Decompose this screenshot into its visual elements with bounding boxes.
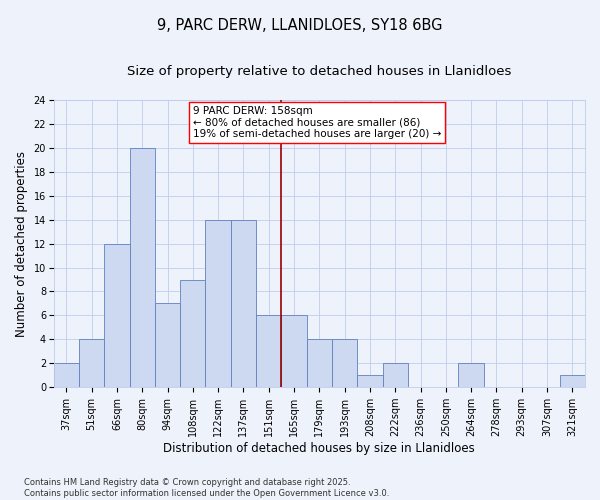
Bar: [332, 340, 357, 387]
Bar: [383, 364, 408, 387]
Text: Contains HM Land Registry data © Crown copyright and database right 2025.
Contai: Contains HM Land Registry data © Crown c…: [24, 478, 389, 498]
Title: Size of property relative to detached houses in Llanidloes: Size of property relative to detached ho…: [127, 65, 512, 78]
Text: 9, PARC DERW, LLANIDLOES, SY18 6BG: 9, PARC DERW, LLANIDLOES, SY18 6BG: [157, 18, 443, 32]
Bar: [180, 280, 205, 387]
Bar: [256, 316, 281, 387]
Bar: [53, 364, 79, 387]
Bar: [205, 220, 231, 387]
Bar: [231, 220, 256, 387]
Y-axis label: Number of detached properties: Number of detached properties: [15, 150, 28, 336]
Bar: [307, 340, 332, 387]
X-axis label: Distribution of detached houses by size in Llanidloes: Distribution of detached houses by size …: [163, 442, 475, 455]
Bar: [357, 376, 383, 387]
Bar: [458, 364, 484, 387]
Bar: [281, 316, 307, 387]
Bar: [155, 304, 180, 387]
Bar: [104, 244, 130, 387]
Bar: [130, 148, 155, 387]
Text: 9 PARC DERW: 158sqm
← 80% of detached houses are smaller (86)
19% of semi-detach: 9 PARC DERW: 158sqm ← 80% of detached ho…: [193, 106, 441, 139]
Bar: [79, 340, 104, 387]
Bar: [560, 376, 585, 387]
